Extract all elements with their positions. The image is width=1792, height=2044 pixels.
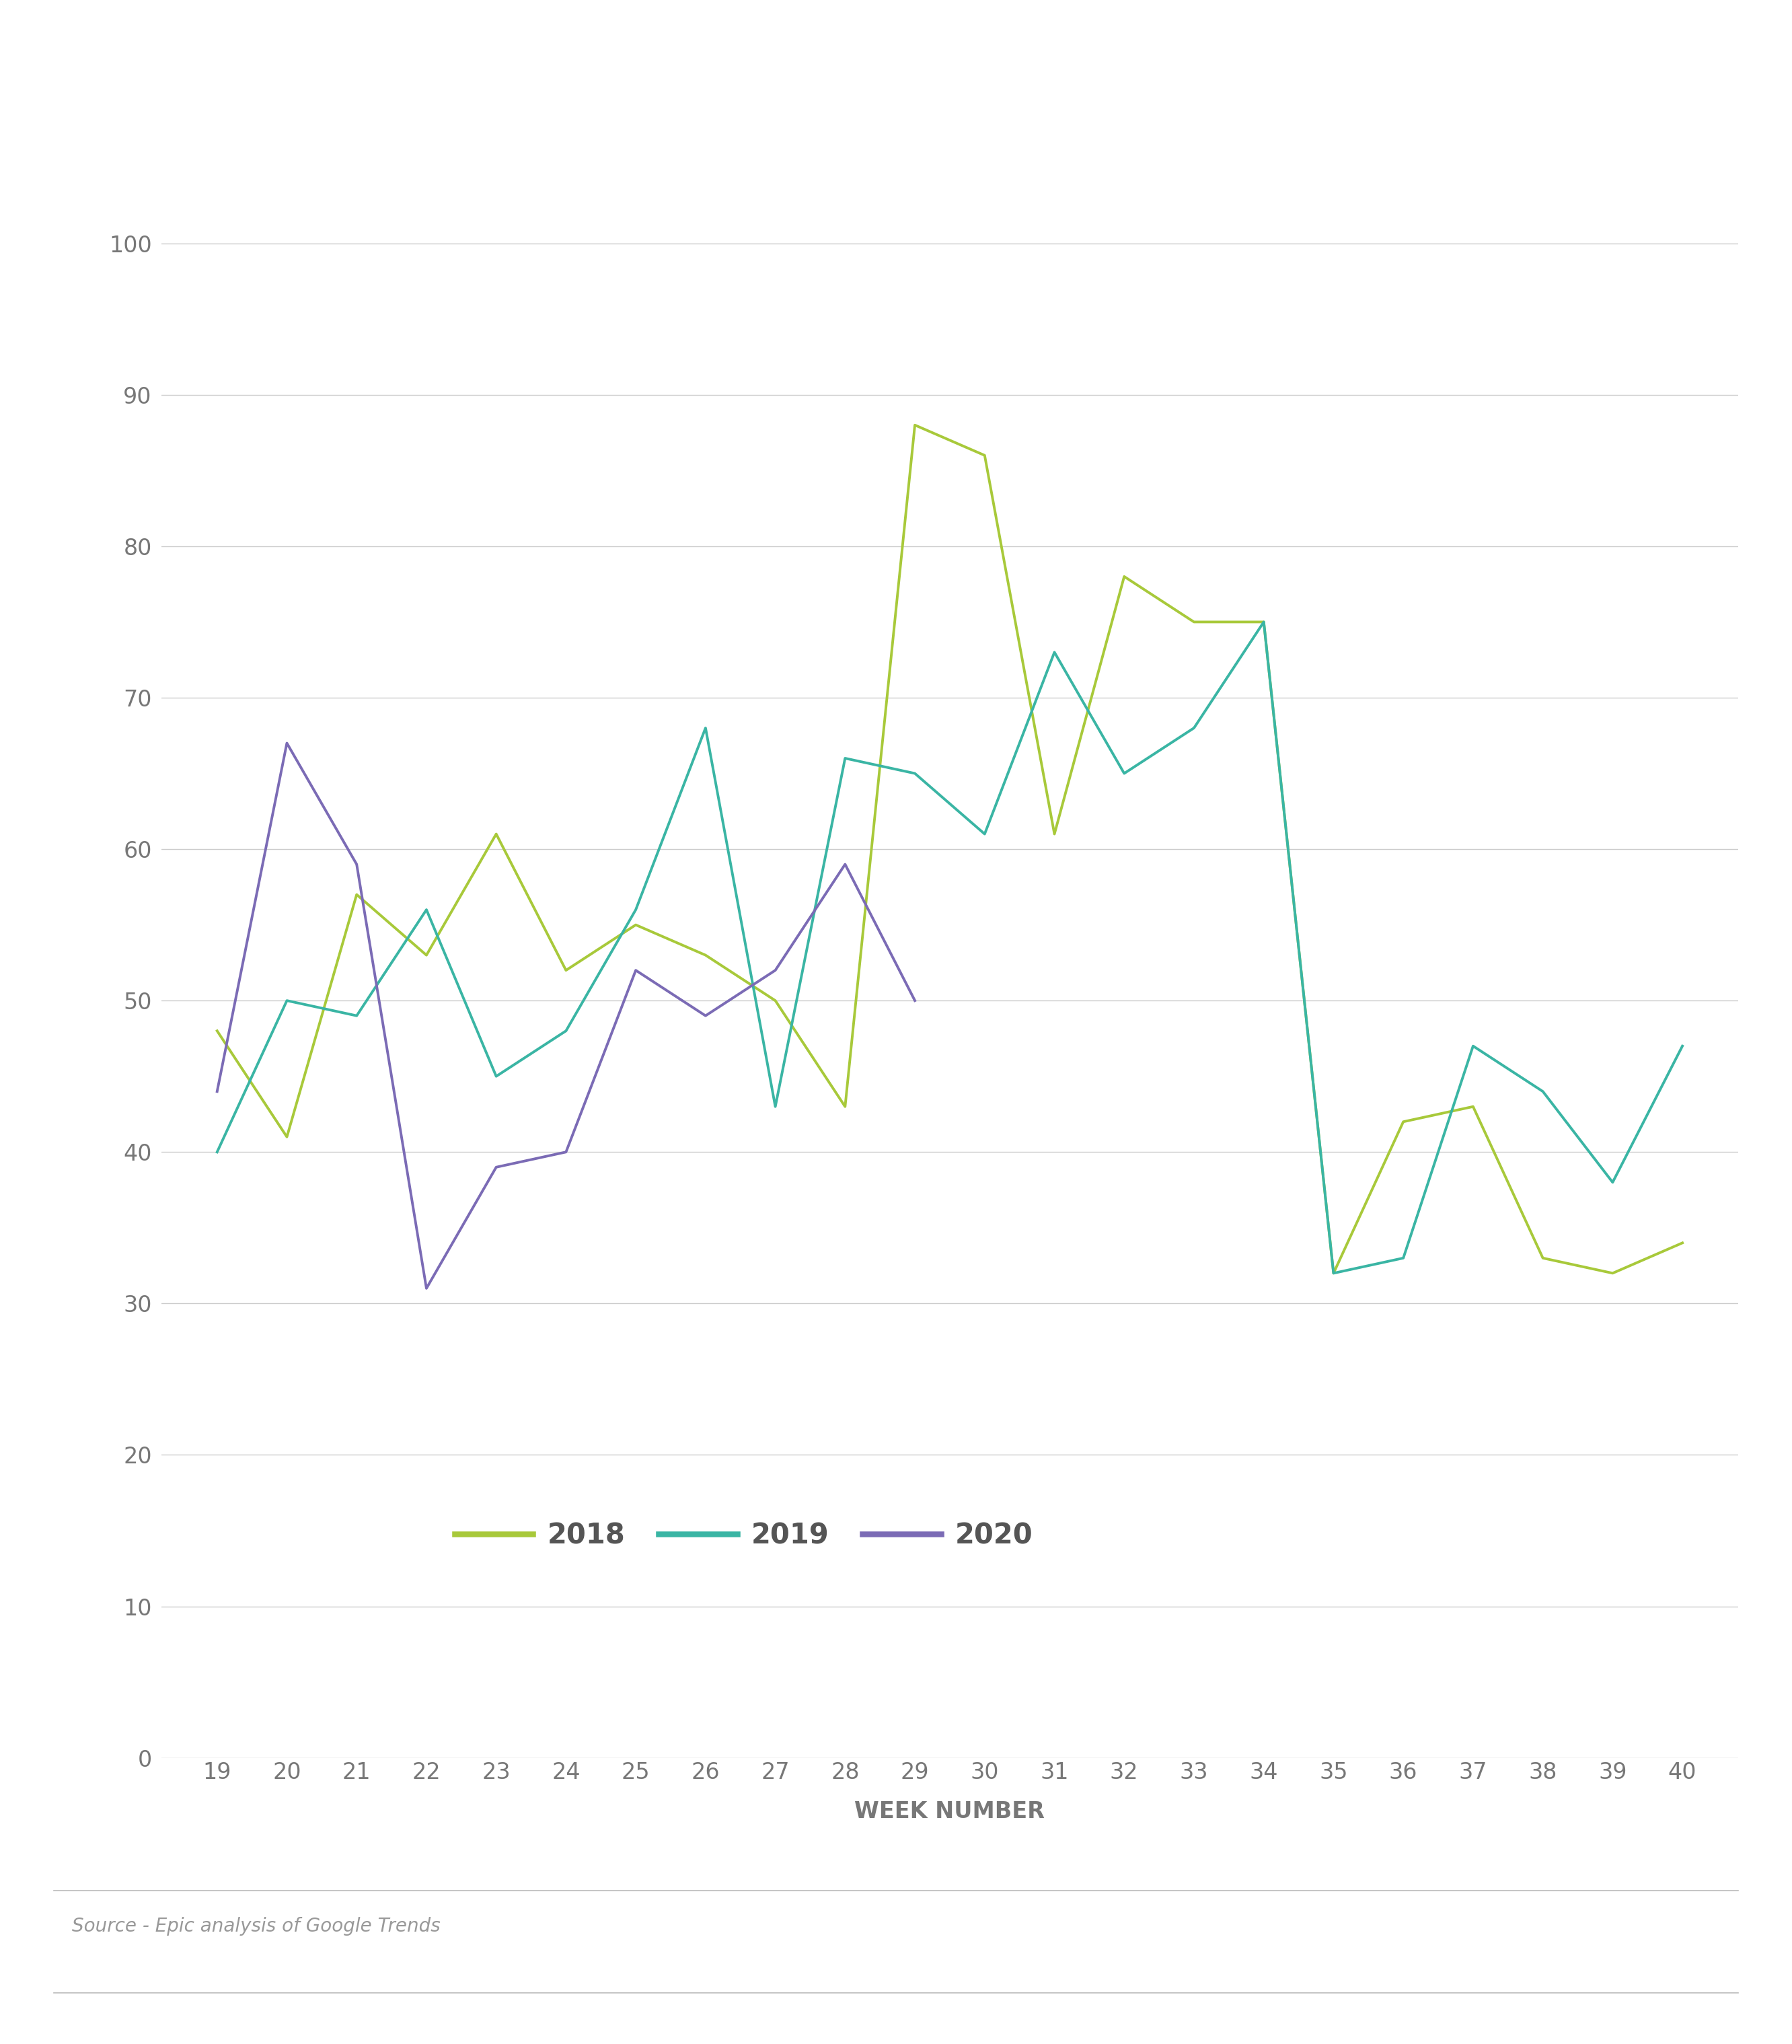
2018: [835, 1094, 857, 1118]
2020: [416, 1275, 437, 1300]
2018: [1532, 1245, 1554, 1269]
2019: [973, 822, 995, 846]
2020: [206, 1079, 228, 1104]
2018: [206, 1018, 228, 1042]
2019: [625, 897, 647, 922]
2019: [695, 715, 717, 740]
2018: [1113, 564, 1134, 589]
2020: [486, 1155, 507, 1179]
2018: [1602, 1261, 1624, 1286]
X-axis label: WEEK NUMBER: WEEK NUMBER: [855, 1801, 1045, 1823]
2019: [1462, 1034, 1484, 1059]
2018: [765, 989, 787, 1014]
2019: [1672, 1034, 1693, 1059]
2018: [276, 1124, 297, 1149]
2018: [1462, 1094, 1484, 1118]
2019: [276, 989, 297, 1014]
2018: [1672, 1230, 1693, 1255]
2019: [416, 897, 437, 922]
2019: [486, 1065, 507, 1089]
2019: [1253, 609, 1274, 634]
2020: [625, 959, 647, 983]
2019: [1602, 1169, 1624, 1194]
Text: Source - Epic analysis of Google Trends: Source - Epic analysis of Google Trends: [72, 1917, 441, 1936]
2020: [765, 959, 787, 983]
Line: 2018: 2018: [217, 425, 1683, 1273]
2020: [695, 1004, 717, 1028]
2019: [1043, 640, 1064, 664]
2018: [486, 822, 507, 846]
2018: [625, 912, 647, 936]
Line: 2020: 2020: [217, 744, 916, 1288]
2018: [1183, 609, 1204, 634]
2019: [1322, 1261, 1344, 1286]
Text: PRIVATE STUDENT LOAN SEARCH VOLUME YOY BY WEEK: PRIVATE STUDENT LOAN SEARCH VOLUME YOY B…: [367, 57, 1425, 90]
2019: [1113, 760, 1134, 785]
2019: [556, 1018, 577, 1042]
2019: [346, 1004, 367, 1028]
2018: [346, 883, 367, 908]
2018: [416, 942, 437, 967]
Line: 2019: 2019: [217, 621, 1683, 1273]
2020: [835, 852, 857, 877]
2020: [556, 1141, 577, 1165]
2018: [1253, 609, 1274, 634]
2018: [1322, 1261, 1344, 1286]
2018: [1043, 822, 1064, 846]
2019: [1183, 715, 1204, 740]
2019: [1392, 1245, 1414, 1269]
2019: [905, 760, 926, 785]
2018: [695, 942, 717, 967]
2018: [1392, 1110, 1414, 1134]
2018: [973, 444, 995, 468]
2020: [276, 732, 297, 756]
Legend: 2018, 2019, 2020: 2018, 2019, 2020: [443, 1511, 1045, 1562]
2019: [206, 1141, 228, 1165]
2019: [1532, 1079, 1554, 1104]
2018: [905, 413, 926, 437]
2019: [835, 746, 857, 771]
2018: [556, 959, 577, 983]
2020: [905, 989, 926, 1014]
2019: [765, 1094, 787, 1118]
2020: [346, 852, 367, 877]
